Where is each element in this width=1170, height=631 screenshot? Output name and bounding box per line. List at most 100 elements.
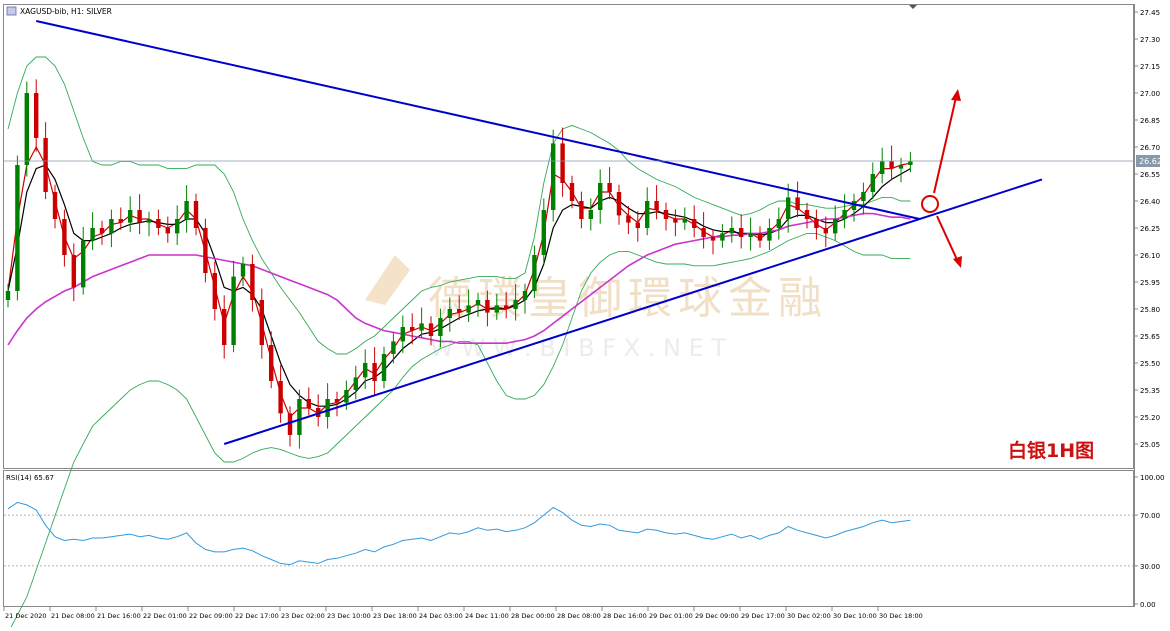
candle-body <box>363 363 368 378</box>
candle-body <box>607 183 612 192</box>
candle-body <box>52 192 58 219</box>
price-tick-label: 26.10 <box>1140 252 1160 260</box>
time-tick-label: 29 Dec 01:00 <box>649 612 693 620</box>
time-tick-label: 22 Dec 09:00 <box>189 612 233 620</box>
candle-body <box>654 201 659 210</box>
candle-body <box>175 219 180 234</box>
up-arrow-line[interactable] <box>933 92 958 194</box>
candle-body <box>560 143 565 183</box>
candle-body <box>353 377 358 390</box>
candle-body <box>316 408 321 417</box>
time-tick-label: 29 Dec 17:00 <box>741 612 785 620</box>
candle-body <box>62 219 67 255</box>
time-tick-label: 24 Dec 03:00 <box>419 612 463 620</box>
ascending-trendline[interactable] <box>223 178 1043 445</box>
candle-body <box>851 201 857 210</box>
scroll-marker-icon[interactable] <box>909 5 917 9</box>
time-tick-label: 21 Dec 2020 <box>5 612 47 620</box>
price-tick-label: 25.50 <box>1140 360 1160 368</box>
candle-body <box>438 318 443 336</box>
candle-body <box>278 381 283 414</box>
current-price-label: 26.62 <box>1139 157 1162 166</box>
candle-body <box>128 210 133 223</box>
rsi-tick-label: 30.00 <box>1140 563 1160 571</box>
candle-body <box>861 192 866 201</box>
candle-body <box>804 210 810 219</box>
symbol-title: XAGUSD-bib, H1: SILVER <box>20 7 112 16</box>
candle-body <box>880 161 885 174</box>
price-axis: 27.45 27.30 27.15 27.00 26.85 26.70 26.55 26.40… <box>1134 9 1160 449</box>
candle-body <box>165 228 170 234</box>
candle-body <box>146 219 152 223</box>
candle-body <box>720 233 725 241</box>
candle-body <box>814 219 819 228</box>
rsi-title: RSI(14) 65.67 <box>6 474 54 482</box>
time-tick-label: 30 Dec 02:00 <box>787 612 831 620</box>
candle-body <box>391 341 396 354</box>
candle-body <box>344 390 349 403</box>
price-tick-label: 27.45 <box>1140 9 1160 17</box>
price-tick-label: 25.05 <box>1140 441 1160 449</box>
candle-body <box>673 219 678 223</box>
candle-body <box>231 276 236 345</box>
price-tick-label: 26.55 <box>1140 171 1160 179</box>
rsi-layer: 100.00 70.00 30.00 0.00 <box>4 474 1165 609</box>
candle-body <box>184 201 189 219</box>
time-tick-label: 28 Dec 00:00 <box>511 612 555 620</box>
time-tick-label: 23 Dec 10:00 <box>327 612 371 620</box>
candle-body <box>616 192 622 216</box>
time-tick-label: 24 Dec 11:00 <box>465 612 509 620</box>
annotations: 白银1H图 <box>921 89 1094 462</box>
rsi-tick-label: 0.00 <box>1140 601 1156 609</box>
candle-body <box>71 255 76 288</box>
down-arrow-icon <box>953 256 962 268</box>
candle-body <box>137 210 142 223</box>
candle-body <box>325 399 330 417</box>
candle-body <box>457 309 462 313</box>
price-tick-label: 26.40 <box>1140 198 1160 206</box>
candle-body <box>823 228 828 234</box>
current-price-badge <box>1136 155 1160 167</box>
candle-body <box>400 327 405 342</box>
candle-body <box>645 201 650 228</box>
trendline-layer[interactable] <box>35 20 1043 445</box>
candle-body <box>569 183 575 201</box>
candle-body <box>908 161 913 165</box>
time-tick-label: 23 Dec 18:00 <box>373 612 417 620</box>
candle-body <box>118 219 123 223</box>
candle-body <box>297 399 302 435</box>
candle-body <box>81 240 86 288</box>
price-tick-label: 25.95 <box>1140 279 1160 287</box>
candle-body <box>5 291 11 300</box>
candle-body <box>748 233 753 237</box>
candle-body <box>692 219 697 228</box>
candle-body <box>551 143 556 210</box>
down-arrow-line[interactable] <box>936 215 960 265</box>
breakout-circle[interactable] <box>921 195 939 213</box>
candle-body <box>833 219 838 234</box>
candle-body <box>419 323 424 331</box>
candle-body <box>372 363 377 381</box>
candle-body <box>786 197 791 219</box>
bollinger-lower-band <box>8 232 911 631</box>
candle-body <box>682 219 687 223</box>
candle-body <box>757 233 763 241</box>
time-tick-label: 30 Dec 18:00 <box>879 612 923 620</box>
candle-body <box>250 264 255 300</box>
candle-body <box>776 219 781 228</box>
rsi-tick-label: 70.00 <box>1140 512 1160 520</box>
chart-menu-icon[interactable] <box>6 6 17 16</box>
candle-body <box>494 305 499 313</box>
price-tick-label: 26.85 <box>1140 117 1160 125</box>
candle-body <box>588 210 593 219</box>
descending-trendline[interactable] <box>35 20 921 220</box>
watermark-logo-icon <box>365 255 410 305</box>
candle-body <box>475 300 481 306</box>
candle-body <box>410 327 415 331</box>
candle-body <box>24 93 29 165</box>
candle-body <box>306 399 311 408</box>
candle-body <box>767 228 772 241</box>
candle-body <box>259 300 264 345</box>
